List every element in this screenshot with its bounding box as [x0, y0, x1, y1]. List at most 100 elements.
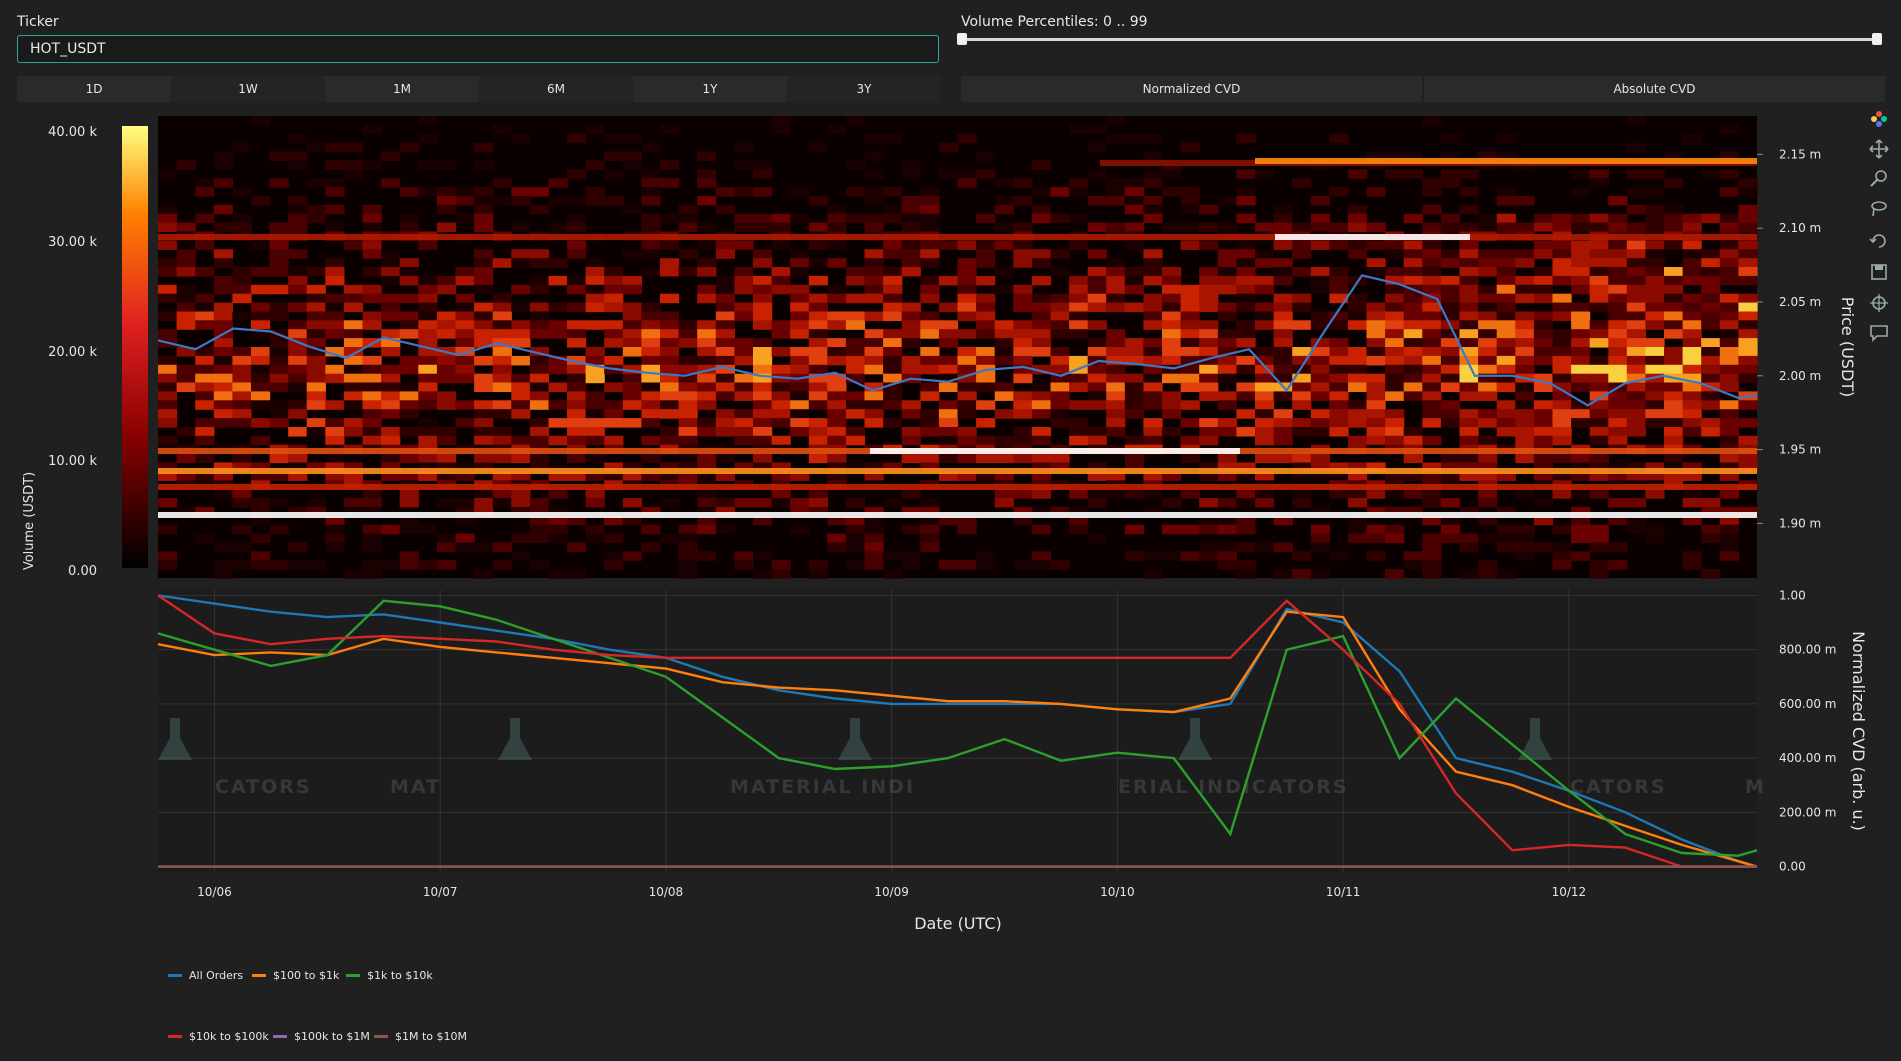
- heatmap-cell: [269, 267, 289, 277]
- save-icon[interactable]: [1868, 261, 1890, 283]
- heatmap-cell: [511, 373, 531, 384]
- legend-item-10k-to-100k[interactable]: $10k to $100k: [168, 1030, 269, 1043]
- heatmap-cell: [1403, 560, 1423, 570]
- heatmap-cell: [622, 418, 642, 428]
- heatmap-cell: [1440, 302, 1461, 313]
- timeframe-3y-button[interactable]: 3Y: [787, 76, 941, 102]
- heatmap-cell: [1701, 391, 1721, 401]
- heatmap-cell: [1031, 293, 1052, 304]
- heatmap-cell: [660, 391, 680, 401]
- heatmap-cell: [845, 160, 866, 170]
- heatmap-cell: [845, 364, 866, 375]
- heatmap-cell: [697, 551, 717, 561]
- timeframe-1m-button[interactable]: 1M: [325, 76, 479, 102]
- x-tick-label: 10/06: [197, 885, 232, 899]
- slider-high-handle[interactable]: [1872, 33, 1882, 45]
- legend-item-1m-to-10m[interactable]: $1M to $10M: [374, 1030, 467, 1043]
- heatmap-cell: [1273, 542, 1293, 552]
- heatmap-cell: [474, 382, 494, 392]
- heatmap-cell: [1013, 515, 1033, 526]
- heatmap-cell: [381, 427, 401, 437]
- normalized-cvd-button[interactable]: Normalized CVD: [961, 76, 1422, 102]
- heatmap-cell: [288, 355, 308, 366]
- percentile-slider-track[interactable]: [961, 38, 1879, 41]
- heatmap-cell: [1385, 293, 1405, 304]
- heatmap-cell: [567, 435, 587, 446]
- heatmap-cell: [1422, 498, 1442, 508]
- timeframe-1w-button[interactable]: 1W: [171, 76, 325, 102]
- heatmap-cell: [641, 542, 661, 552]
- heatmap-cell: [158, 400, 178, 410]
- heatmap-cell: [1273, 311, 1293, 321]
- heatmap-cell: [1422, 418, 1442, 428]
- timeframe-6m-button[interactable]: 6M: [479, 76, 633, 102]
- heatmap-cell: [771, 320, 791, 330]
- heatmap-cell: [1645, 347, 1665, 357]
- legend-item-100k-to-1m[interactable]: $100k to $1M: [273, 1030, 370, 1043]
- heatmap-cell: [697, 427, 717, 437]
- comment-icon[interactable]: [1868, 322, 1890, 344]
- watermark: CATORS MAT MATERIAL INDI ERIAL INDICATOR…: [158, 718, 1764, 798]
- heatmap-cell: [1701, 320, 1721, 330]
- heatmap-cell: [1292, 453, 1312, 464]
- heatmap-cell: [362, 409, 382, 419]
- heatmap-cell: [790, 347, 810, 357]
- heatmap-cell: [1496, 542, 1516, 552]
- pan-icon[interactable]: [1868, 138, 1890, 160]
- heatmap-cell: [1515, 320, 1535, 330]
- heatmap-cell: [1496, 382, 1516, 392]
- crosshair-icon[interactable]: [1868, 292, 1890, 314]
- lasso-icon[interactable]: [1868, 198, 1890, 220]
- reset-icon[interactable]: [1868, 230, 1890, 252]
- heatmap-cell: [1478, 222, 1498, 233]
- heatmap-cell: [1682, 418, 1702, 428]
- slider-low-handle[interactable]: [957, 33, 967, 45]
- timeframe-1d-button[interactable]: 1D: [17, 76, 171, 102]
- legend-item-100-to-1k[interactable]: $100 to $1k: [252, 969, 339, 982]
- heatmap-cell: [1106, 471, 1126, 481]
- heatmap-cell: [1050, 329, 1070, 339]
- heatmap-cell: [1124, 133, 1144, 144]
- heatmap-cell: [158, 560, 178, 570]
- heatmap-cell: [1496, 427, 1516, 437]
- heatmap-cell: [790, 267, 810, 277]
- heatmap-cell: [1608, 196, 1628, 206]
- heatmap-cell: [1459, 338, 1479, 348]
- heatmap-cell: [213, 284, 233, 295]
- heatmap-cell: [232, 142, 252, 153]
- heatmap-cell: [790, 382, 810, 392]
- heatmap-cell: [418, 133, 438, 144]
- heatmap-cell: [1422, 355, 1442, 366]
- heatmap-cell: [1348, 409, 1368, 419]
- heatmap-cell: [492, 311, 512, 321]
- heatmap-cell: [1515, 391, 1535, 401]
- heatmap-cell: [827, 258, 847, 268]
- heatmap-cell: [1236, 329, 1256, 339]
- heatmap-cell: [343, 338, 364, 348]
- ticker-input[interactable]: [17, 35, 939, 63]
- heatmap-cell: [938, 471, 959, 481]
- heatmap-cell: [1069, 240, 1089, 250]
- timeframe-1y-button[interactable]: 1Y: [633, 76, 787, 102]
- heatmap-cell: [938, 364, 959, 375]
- heatmap-cell: [1552, 489, 1572, 499]
- heatmap-cell: [213, 222, 233, 233]
- heatmap-cell: [771, 382, 791, 392]
- heatmap-cell: [715, 355, 735, 366]
- heatmap-cell: [1533, 427, 1554, 437]
- plotly-logo-icon[interactable]: [1868, 108, 1890, 130]
- heatmap-cell: [474, 196, 494, 206]
- heatmap-cell: [604, 302, 624, 313]
- heatmap-cell: [1645, 409, 1665, 419]
- legend-item-1k-to-10k[interactable]: $1k to $10k: [346, 969, 433, 982]
- legend-item-all-orders[interactable]: All Orders: [168, 969, 243, 982]
- zoom-icon[interactable]: [1868, 168, 1890, 190]
- heatmap-cell: [1124, 178, 1144, 188]
- heatmap-cell: [790, 329, 810, 339]
- heatmap-cell: [399, 560, 419, 570]
- heatmap-cell: [660, 471, 680, 481]
- heatmap-cell: [1478, 151, 1498, 161]
- heatmap-cell: [1664, 427, 1684, 437]
- heatmap-cell: [827, 435, 847, 446]
- absolute-cvd-button[interactable]: Absolute CVD: [1424, 76, 1885, 102]
